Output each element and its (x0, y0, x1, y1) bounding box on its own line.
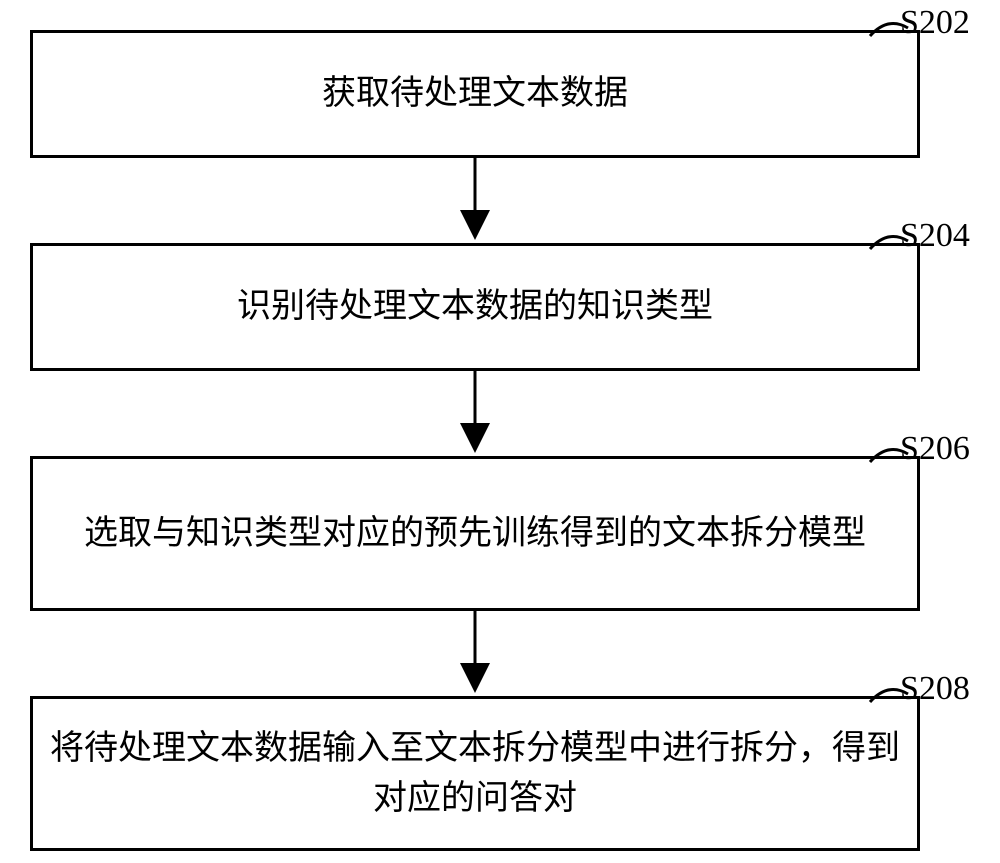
flow-step-text: 识别待处理文本数据的知识类型 (49, 282, 901, 331)
flow-step-s206: 选取与知识类型对应的预先训练得到的文本拆分模型 (30, 456, 920, 611)
flowchart-container: 获取待处理文本数据 识别待处理文本数据的知识类型 选取与知识类型对应的预先训练得… (0, 0, 1000, 863)
flow-step-text: 将待处理文本数据输入至文本拆分模型中进行拆分，得到对应的问答对 (49, 724, 901, 823)
step-label-s204: S204 (900, 217, 970, 255)
flow-step-text: 选取与知识类型对应的预先训练得到的文本拆分模型 (49, 509, 901, 558)
step-label-s208: S208 (900, 670, 970, 708)
flow-step-s202: 获取待处理文本数据 (30, 30, 920, 158)
step-label-s206: S206 (900, 430, 970, 468)
flow-step-text: 获取待处理文本数据 (49, 69, 901, 118)
flow-step-s204: 识别待处理文本数据的知识类型 (30, 243, 920, 371)
flow-step-s208: 将待处理文本数据输入至文本拆分模型中进行拆分，得到对应的问答对 (30, 696, 920, 851)
step-label-s202: S202 (900, 4, 970, 42)
